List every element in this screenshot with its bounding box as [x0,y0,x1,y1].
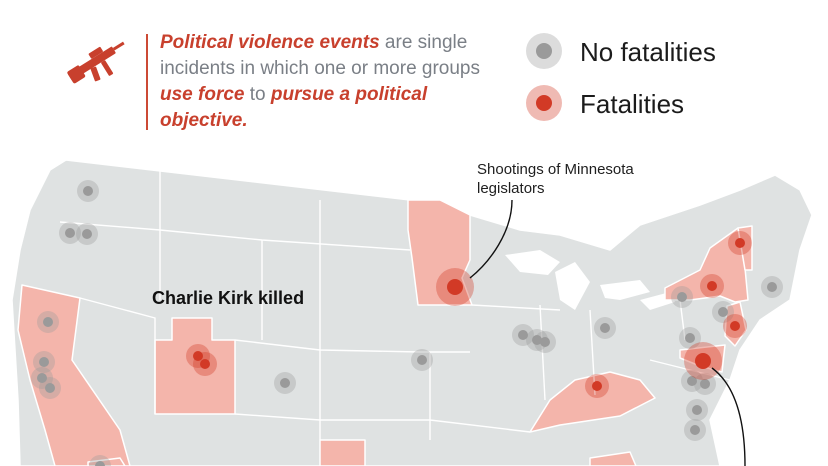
state-kentucky [529,371,656,433]
legend-fatalities-dot [536,95,552,111]
marker-no-fatality [89,455,111,466]
marker-no-fatality [712,301,734,323]
minnesota-annotation: Shootings of Minnesota legislators [477,160,634,198]
description-part: use force [160,84,245,105]
marker-no-fatality [76,223,98,245]
minnesota-annotation-line: Shootings of Minnesota [477,161,634,178]
marker-no-fatality [684,419,706,441]
marker-fatality-large [684,342,722,380]
legend-swatches [526,33,562,121]
kirk-annotation: Charlie Kirk killed [152,288,305,308]
marker-fatality [700,274,724,298]
minnesota-leader-line [469,199,513,279]
marker-no-fatality [694,373,716,395]
great-lakes [505,250,675,310]
marker-no-fatality [31,367,53,389]
marker-no-fatality [671,286,693,308]
legend-no-fatalities-label: No fatalities [580,37,716,67]
marker-no-fatality [33,351,55,373]
description-part: are single incidents in which one or mor… [160,32,481,79]
minnesota-annotation-line: legislators [477,180,545,197]
rifle-icon [67,41,125,84]
legend-no-fatalities-dot [536,43,552,59]
description-part: to [244,84,271,105]
marker-fatality [728,231,752,255]
state-south [589,451,637,466]
description-part: Political violence events [160,32,380,53]
legend-fatalities-label: Fatalities [580,89,685,119]
description-rule [146,34,148,130]
marker-no-fatality [594,317,616,339]
east-leader-line [711,367,746,466]
fatality-markers [186,231,752,398]
marker-fatality-minnesota [436,268,474,306]
marker-no-fatality [679,327,701,349]
marker-no-fatality [534,331,556,353]
marker-fatality [585,374,609,398]
description-text: Political violence events are single inc… [160,30,490,134]
marker-no-fatality [37,311,59,333]
marker-no-fatality [59,222,81,244]
no-fatality-markers [31,180,783,466]
marker-no-fatality [686,399,708,421]
marker-no-fatality [77,180,99,202]
marker-no-fatality [411,349,433,371]
state-california [17,284,131,466]
state-vermont [737,225,753,271]
state-minnesota [407,199,473,306]
state-new-mexico [319,439,366,466]
description-part: pursue a political objective. [160,84,428,131]
marker-no-fatality [681,370,703,392]
marker-fatality [723,314,747,338]
marker-no-fatality [274,372,296,394]
marker-no-fatality [39,377,61,399]
state-borders [59,170,731,440]
marker-no-fatality [512,324,534,346]
marker-fatality-utah [193,352,217,376]
marker-no-fatality [761,276,783,298]
